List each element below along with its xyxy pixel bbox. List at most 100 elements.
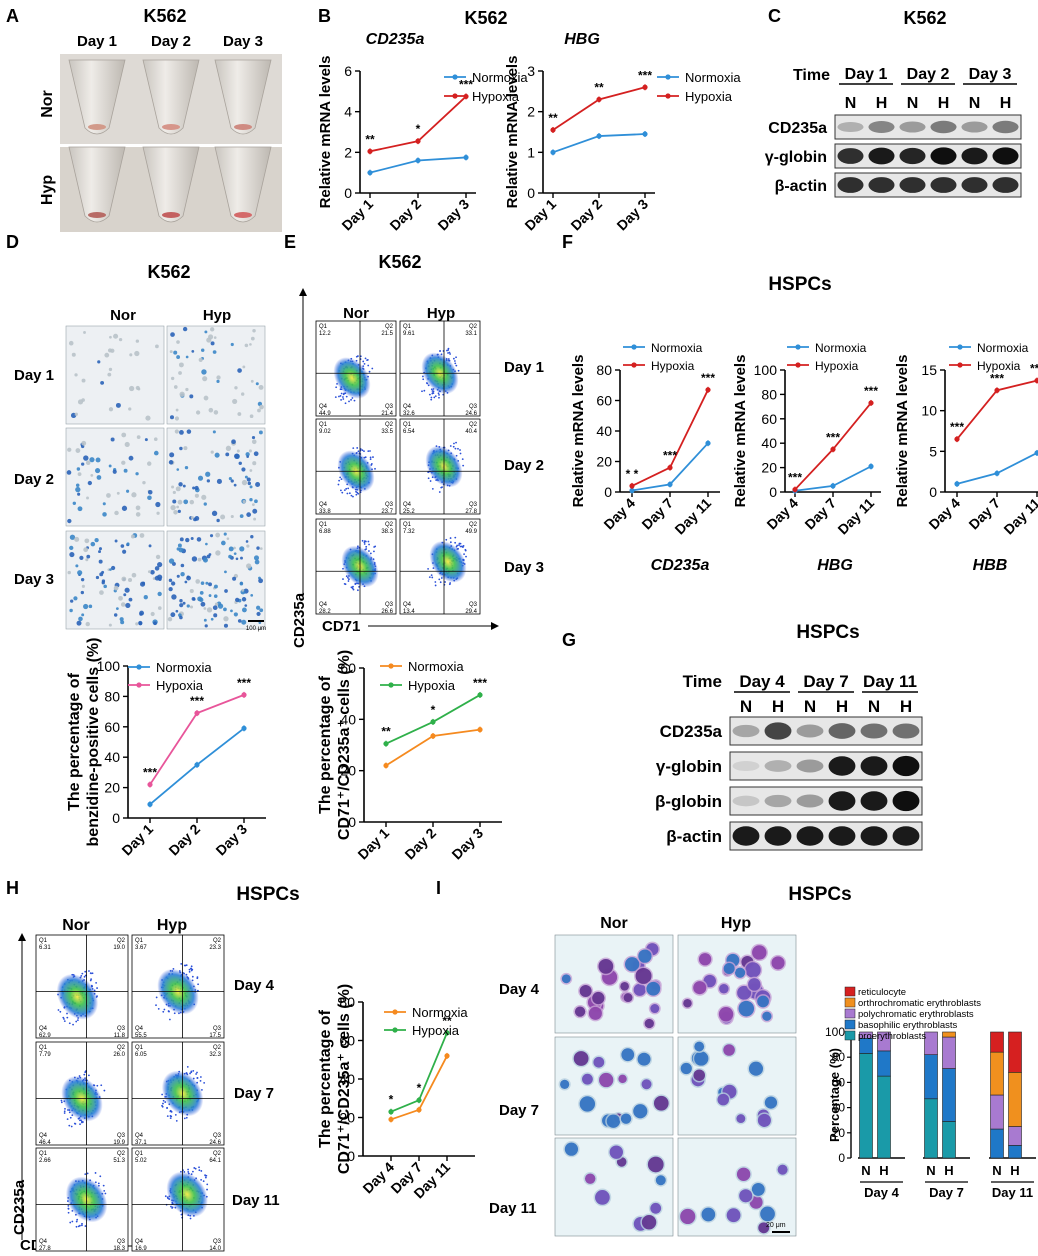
- flow-event: [169, 1115, 172, 1117]
- stained-cell: [168, 586, 173, 592]
- stained-cell: [110, 348, 115, 353]
- cell-nucleus: [680, 1208, 696, 1225]
- flow-event: [66, 1012, 68, 1015]
- stained-cell: [182, 484, 186, 488]
- stained-cell: [94, 537, 99, 543]
- stained-cell: [203, 557, 208, 563]
- stained-cell: [239, 546, 245, 552]
- flow-event: [196, 976, 199, 979]
- stained-cell: [156, 511, 160, 515]
- data-point: [1034, 450, 1038, 456]
- flow-event: [367, 364, 370, 367]
- y-tick-label: 80: [104, 688, 120, 704]
- stained-cell: [110, 437, 115, 442]
- bar-segment-orthrochromatic: [942, 1031, 956, 1038]
- stained-cell: [248, 449, 252, 453]
- stained-cell: [189, 605, 194, 609]
- cell-nucleus: [635, 967, 652, 984]
- panel-title: HSPCs: [788, 884, 851, 905]
- stained-cell: [86, 554, 91, 559]
- stained-cell: [155, 344, 159, 349]
- panel-f: F HSPCs: [562, 232, 832, 295]
- cell-nucleus: [650, 1003, 660, 1014]
- quadrant-name: Q3: [213, 1239, 222, 1245]
- stained-cell: [81, 613, 85, 617]
- blot-lane-label: H: [938, 95, 950, 112]
- flow-event: [459, 545, 462, 548]
- flow-event: [72, 1023, 74, 1026]
- bar-segment-polychromatic: [859, 1031, 873, 1039]
- stained-cell: [234, 386, 238, 390]
- flow-event: [76, 1218, 79, 1221]
- bar-label: H: [1010, 1163, 1019, 1178]
- data-point: [383, 762, 389, 769]
- stained-cell: [244, 343, 249, 348]
- flow-event: [347, 487, 350, 490]
- quadrant-name: Q1: [135, 1151, 144, 1157]
- flow-event: [455, 364, 458, 367]
- flow-event: [204, 1176, 207, 1179]
- stained-cell: [251, 439, 257, 445]
- stained-cell: [253, 555, 260, 561]
- stained-cell: [126, 542, 130, 546]
- legend-label: Normoxia: [685, 70, 741, 85]
- cell-nucleus: [595, 1190, 610, 1205]
- legend-label: Normoxia: [815, 341, 867, 355]
- stained-cell: [251, 435, 256, 440]
- blot-lane-label: N: [804, 697, 816, 716]
- bar-label: N: [926, 1163, 935, 1178]
- y-axis-label: CD71⁺/CD235a⁺ cells (%): [336, 984, 353, 1174]
- cell-nucleus: [738, 1000, 755, 1017]
- tube: [142, 146, 200, 223]
- stained-cell: [253, 451, 259, 457]
- row-label: Day 3: [14, 571, 54, 588]
- stained-cell: [80, 577, 85, 582]
- quadrant-name: Q1: [39, 1151, 48, 1157]
- cell-nucleus: [584, 1173, 596, 1184]
- stained-cell: [77, 472, 82, 477]
- benzidine-micrograph: [65, 530, 165, 630]
- blot-lane-label: N: [845, 95, 857, 112]
- y-tick-label: 100: [754, 362, 778, 378]
- stained-cell: [250, 593, 254, 597]
- flow-event: [351, 587, 354, 590]
- flow-event: [79, 1123, 81, 1126]
- flow-event: [104, 1192, 107, 1195]
- stained-cell: [246, 477, 251, 482]
- stained-cell: [195, 579, 201, 584]
- flow-event: [449, 537, 452, 539]
- flow-event: [63, 1110, 66, 1113]
- blot-band: [992, 147, 1019, 165]
- chart-xlabel: HBB: [973, 557, 1008, 574]
- cell-pellet: [88, 124, 106, 130]
- stained-cell: [256, 611, 261, 617]
- stained-cell: [176, 505, 180, 509]
- blot-membrane: [834, 143, 1022, 169]
- flow-event: [155, 996, 158, 999]
- stained-cell: [135, 339, 140, 343]
- y-tick-label: 60: [339, 1033, 355, 1049]
- chart-title: HBG: [564, 31, 600, 48]
- flow-event: [346, 492, 349, 495]
- stained-cell: [112, 469, 117, 474]
- y-axis-label: CD235a: [11, 1179, 28, 1235]
- y-tick-label: 100: [97, 658, 121, 674]
- quadrant-value: 17.5: [209, 1033, 221, 1039]
- quadrant-value: 46.4: [39, 1140, 51, 1146]
- cell-nucleus: [701, 1207, 716, 1222]
- flow-event: [449, 541, 452, 544]
- stained-cell: [81, 584, 85, 588]
- flow-event: [348, 400, 350, 403]
- blot-day-label: Day 11: [863, 672, 917, 691]
- quadrant-name: Q2: [469, 522, 478, 528]
- flow-event: [345, 395, 348, 398]
- quadrant-name: Q4: [39, 1239, 48, 1245]
- y-tick-label: 80: [339, 994, 355, 1010]
- flow-event: [99, 1175, 102, 1178]
- panel-letter: D: [6, 232, 19, 252]
- legend-label: Hypoxia: [408, 678, 456, 693]
- column-label: Day 3: [223, 33, 263, 50]
- blot-band: [828, 791, 856, 811]
